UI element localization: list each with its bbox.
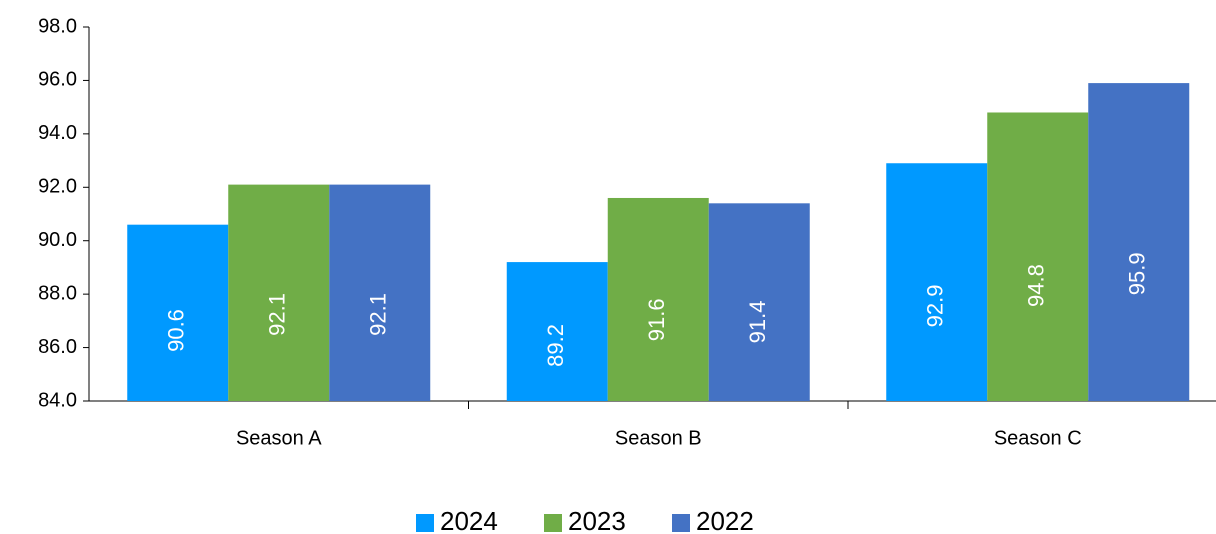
bar bbox=[886, 163, 988, 401]
y-tick-label: 98.0 bbox=[38, 15, 77, 37]
data-label: 92.1 bbox=[366, 293, 391, 336]
y-tick-label: 92.0 bbox=[38, 176, 77, 198]
legend-label: 2023 bbox=[568, 506, 626, 534]
data-label: 95.9 bbox=[1125, 252, 1150, 295]
legend-swatch bbox=[544, 514, 562, 532]
data-label: 92.1 bbox=[265, 293, 290, 336]
legend-swatch bbox=[672, 514, 690, 532]
y-tick-label: 94.0 bbox=[38, 122, 77, 144]
bar bbox=[228, 184, 330, 401]
legend-label: 2024 bbox=[440, 506, 498, 534]
x-tick-label: Season B bbox=[615, 427, 702, 449]
bar bbox=[329, 184, 431, 401]
bar bbox=[987, 112, 1089, 401]
x-tick-label: Season C bbox=[994, 427, 1082, 449]
bar bbox=[607, 197, 709, 401]
y-tick-label: 90.0 bbox=[38, 229, 77, 251]
y-tick-label: 84.0 bbox=[38, 389, 77, 411]
data-label: 94.8 bbox=[1024, 264, 1049, 307]
data-label: 92.9 bbox=[923, 284, 948, 327]
y-tick-label: 86.0 bbox=[38, 336, 77, 358]
x-tick-label: Season A bbox=[236, 427, 322, 449]
bar bbox=[708, 203, 810, 401]
bar bbox=[506, 262, 608, 401]
bar bbox=[1088, 83, 1190, 401]
data-label: 91.6 bbox=[644, 298, 669, 341]
data-label: 89.2 bbox=[543, 324, 568, 367]
bar bbox=[127, 224, 229, 401]
y-tick-label: 88.0 bbox=[38, 282, 77, 304]
y-tick-label: 96.0 bbox=[38, 69, 77, 91]
legend-swatch bbox=[416, 514, 434, 532]
data-label: 91.4 bbox=[745, 301, 770, 344]
legend-label: 2022 bbox=[696, 506, 754, 534]
data-label: 90.6 bbox=[164, 309, 189, 352]
